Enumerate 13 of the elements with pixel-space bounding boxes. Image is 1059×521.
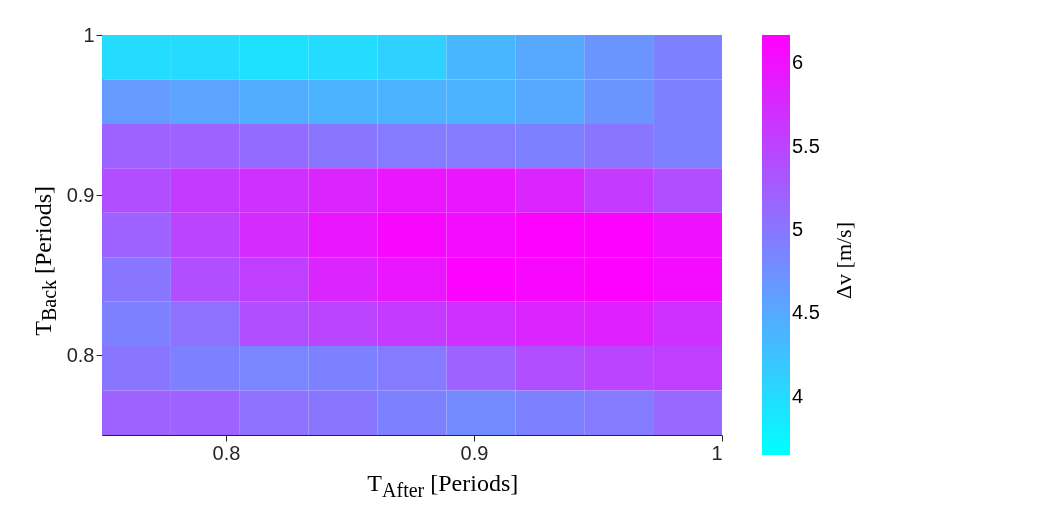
color-bar-label: 6 <box>791 50 803 73</box>
y-tick-label: 0.8 <box>66 343 95 366</box>
y-tick-label: 1 <box>83 23 95 46</box>
x-tick-label: 0.9 <box>460 441 489 464</box>
y-tick-label: 0.9 <box>66 183 95 206</box>
color-bar-label: 5 <box>791 217 803 240</box>
color-bar-label: 4.5 <box>791 300 820 323</box>
color-bar-label: 4 <box>791 384 803 407</box>
x-axis-title: T$_{After}$ [Periods] <box>367 469 519 502</box>
x-tick-label: 1 <box>711 441 723 464</box>
color-bar-title: Δv [m/s] <box>830 221 857 300</box>
color-bar-label: 5.5 <box>791 134 820 157</box>
x-tick-label: 0.8 <box>212 441 241 464</box>
